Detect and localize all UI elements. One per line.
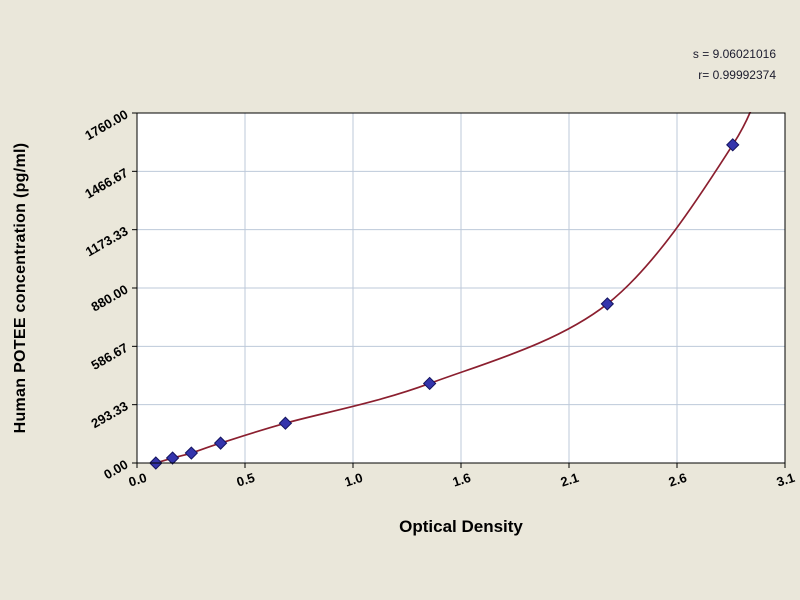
curve-fit-stats: s = 9.06021016 r= 0.99992374 [693,44,776,86]
data-point-diamond [278,416,293,430]
y-tick-label: 1173.33 [83,223,131,259]
y-tick-label: 586.67 [89,340,131,373]
x-tick-label: 1.6 [451,470,473,490]
data-point-diamond [184,446,199,460]
x-tick-label: 2.1 [559,470,581,490]
x-tick-label: 1.0 [343,470,365,490]
data-point-diamond [422,376,437,391]
data-point-diamond [726,138,740,152]
x-tick-label: 2.6 [667,470,689,490]
y-tick-label: 1466.67 [82,165,130,201]
y-tick-label: 0.00 [101,457,130,483]
y-tick-label: 293.33 [89,398,131,431]
x-tick-label: 3.1 [775,470,797,490]
y-tick-label: 1760.00 [82,107,130,143]
y-axis-title: Human POTEE concentration (pg/ml) [12,142,29,434]
stat-r-value: r= 0.99992374 [698,68,776,82]
stat-s-value: s = 9.06021016 [692,47,776,61]
x-axis-title: Optical Density [399,517,523,536]
data-point-diamond [213,436,228,450]
x-tick-label: 0.0 [127,470,149,490]
data-point-diamond [165,451,180,465]
x-tick-label: 0.5 [235,470,257,490]
y-tick-label: 880.00 [89,282,131,315]
fit-curve-line [155,112,752,464]
data-point-diamond [600,297,615,311]
